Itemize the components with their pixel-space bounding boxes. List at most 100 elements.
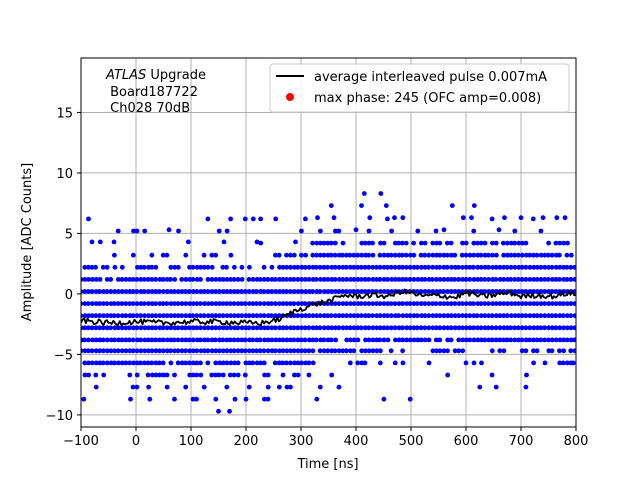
scatter-point — [392, 360, 398, 366]
scatter-point — [568, 264, 574, 270]
scatter-point — [415, 264, 420, 270]
legend-label-average-pulse: average interleaved pulse 0.007mA — [314, 70, 547, 85]
scatter-point — [186, 360, 192, 366]
scatter-point — [504, 337, 510, 343]
scatter-point — [273, 289, 279, 294]
scatter-point — [228, 337, 233, 343]
scatter-point — [531, 252, 536, 258]
scatter-point — [545, 252, 551, 258]
scatter-point — [486, 277, 491, 282]
scatter-point — [478, 313, 484, 319]
scatter-point — [344, 301, 349, 306]
scatter-point — [235, 360, 241, 366]
scatter-point — [497, 348, 503, 354]
scatter-point — [489, 216, 495, 222]
scatter-point — [104, 360, 110, 366]
scatter-point — [437, 337, 443, 343]
scatter-point — [490, 252, 495, 258]
scatter-point — [523, 264, 529, 270]
scatter-point — [456, 264, 461, 270]
scatter-point — [426, 337, 432, 343]
scatter-point — [448, 252, 454, 258]
scatter-point — [220, 289, 226, 294]
scatter-point — [568, 301, 574, 306]
scatter-point — [538, 228, 544, 234]
scatter-point — [378, 325, 383, 331]
scatter-point — [531, 313, 537, 319]
scatter-point — [141, 289, 147, 294]
scatter-point — [456, 348, 461, 354]
scatter-point — [254, 348, 260, 354]
scatter-point — [378, 289, 383, 294]
scatter-point — [265, 337, 271, 343]
scatter-point — [344, 277, 350, 282]
scatter-point — [504, 264, 510, 270]
scatter-point — [232, 360, 238, 366]
scatter-point — [130, 337, 136, 343]
scatter-point — [516, 252, 521, 258]
scatter-point — [261, 348, 267, 354]
scatter-point — [460, 325, 465, 331]
scatter-point — [355, 252, 361, 258]
scatter-point — [314, 252, 319, 258]
scatter-point — [243, 360, 249, 366]
scatter-point — [512, 289, 518, 294]
scatter-point — [224, 360, 230, 366]
scatter-point — [306, 313, 312, 319]
scatter-point — [508, 337, 514, 343]
scatter-point — [149, 289, 155, 294]
scatter-point — [448, 325, 454, 331]
scatter-point — [497, 337, 503, 343]
scatter-point — [100, 337, 106, 343]
scatter-point — [542, 337, 547, 343]
scatter-point — [239, 325, 245, 331]
scatter-point — [445, 313, 451, 319]
scatter-point — [475, 277, 480, 282]
scatter-point — [366, 252, 372, 258]
scatter-point — [257, 337, 263, 343]
scatter-point — [542, 264, 548, 270]
scatter-point — [288, 277, 293, 282]
scatter-point — [205, 337, 211, 343]
annotation-board: Board187722 — [106, 85, 198, 100]
x-tick-label: −100 — [63, 434, 99, 449]
scatter-point — [467, 337, 473, 343]
scatter-point — [112, 264, 118, 270]
scatter-point — [284, 325, 289, 331]
scatter-point — [153, 325, 159, 331]
scatter-point — [239, 301, 245, 306]
scatter-point — [299, 228, 304, 234]
scatter-point — [381, 301, 387, 306]
scatter-point — [250, 216, 256, 222]
scatter-point — [153, 313, 159, 319]
scatter-point — [515, 325, 521, 331]
scatter-point — [445, 348, 450, 354]
scatter-point — [572, 348, 576, 354]
scatter-point — [217, 301, 222, 306]
scatter-point — [111, 313, 117, 319]
scatter-point — [437, 252, 443, 258]
scatter-point — [348, 301, 353, 306]
scatter-point — [437, 240, 443, 246]
scatter-point — [130, 301, 136, 306]
scatter-point — [172, 372, 177, 378]
scatter-point — [501, 348, 507, 354]
scatter-point — [89, 289, 95, 294]
scatter-point — [389, 228, 394, 234]
scatter-point — [217, 325, 222, 331]
scatter-point — [303, 252, 309, 258]
scatter-point — [336, 348, 342, 354]
scatter-point — [317, 325, 323, 331]
scatter-point — [437, 289, 443, 294]
scatter-point — [400, 264, 405, 270]
scatter-point — [344, 313, 349, 319]
scatter-point — [329, 264, 335, 270]
scatter-point — [475, 240, 480, 246]
scatter-point — [265, 348, 271, 354]
scatter-point — [411, 313, 417, 319]
scatter-point — [284, 348, 290, 354]
scatter-point — [553, 325, 559, 331]
scatter-point — [512, 313, 518, 319]
scatter-point — [81, 313, 84, 319]
scatter-point — [138, 277, 144, 282]
